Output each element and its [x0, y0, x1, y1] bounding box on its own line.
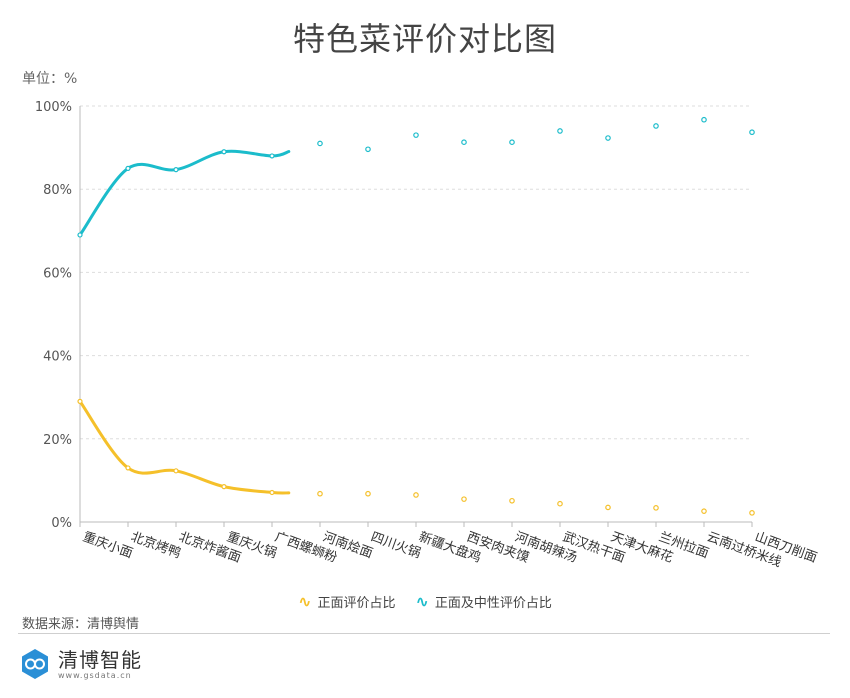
- data-point-series-0: [173, 468, 179, 474]
- legend-label-positive: 正面评价占比: [317, 596, 396, 611]
- legend-swatch-positive: ∿: [298, 591, 312, 611]
- data-point-series-1: [605, 135, 611, 141]
- data-point-series-0: [413, 492, 419, 498]
- data-point-series-1: [269, 153, 275, 159]
- y-tick-label: 0%: [51, 516, 72, 531]
- data-point-series-0: [269, 489, 275, 496]
- data-point-series-0: [77, 398, 83, 404]
- brand-name: 清博智能: [58, 647, 142, 672]
- legend-item-positive[interactable]: ∿ 正面评价占比: [298, 592, 395, 611]
- series-line-1: [78, 149, 291, 237]
- y-tick-label: 80%: [43, 183, 72, 198]
- data-point-series-1: [173, 167, 179, 173]
- y-tick-label: 100%: [35, 100, 72, 115]
- data-point-series-0: [317, 490, 323, 497]
- y-tick-label: 20%: [43, 433, 72, 448]
- brand-url: www.gsdata.cn: [58, 670, 132, 680]
- x-tick-label: 重庆小面: [81, 529, 135, 562]
- brand-logo: 清博智能 www.gsdata.cn: [20, 648, 142, 680]
- chart-title: 特色菜评价对比图: [292, 20, 557, 58]
- legend-swatch-positive-neutral: ∿: [415, 591, 429, 611]
- x-tick-label: 四川火锅: [369, 529, 423, 562]
- legend-item-positive-neutral[interactable]: ∿ 正面及中性评价占比: [416, 592, 552, 611]
- data-point-series-1: [653, 123, 659, 129]
- unit-label: 单位：%: [22, 71, 78, 87]
- data-point-series-1: [701, 116, 707, 123]
- data-point-series-1: [77, 232, 83, 238]
- data-point-series-0: [125, 465, 131, 471]
- data-point-series-1: [317, 140, 323, 147]
- data-point-series-1: [365, 146, 371, 153]
- data-point-series-1: [509, 139, 515, 145]
- data-point-series-0: [605, 504, 611, 511]
- data-point-series-1: [221, 149, 227, 155]
- line-chart: 0%20%40%60%80%100%重庆小面北京烤鸭北京炸酱面重庆火锅广西螺蛳粉…: [35, 100, 819, 570]
- data-point-series-0: [557, 500, 563, 507]
- data-point-series-0: [461, 496, 467, 502]
- data-point-series-0: [653, 505, 659, 511]
- x-tick-label: 北京烤鸭: [129, 530, 183, 562]
- footer-divider: [18, 633, 830, 634]
- chart-legend: ∿ 正面评价占比 ∿ 正面及中性评价占比: [0, 592, 850, 611]
- data-point-series-1: [125, 165, 131, 171]
- data-point-series-0: [365, 490, 371, 497]
- data-point-series-1: [461, 139, 467, 145]
- data-point-series-1: [413, 132, 419, 138]
- data-point-series-0: [749, 510, 755, 516]
- series-line-0: [78, 399, 291, 495]
- y-tick-label: 60%: [43, 266, 72, 281]
- data-point-series-0: [509, 497, 515, 504]
- brand-hexagon-icon: [22, 649, 48, 679]
- data-point-series-1: [749, 129, 755, 136]
- data-source: 数据来源：清博舆情: [22, 617, 140, 632]
- data-point-series-0: [701, 508, 707, 514]
- data-point-series-0: [221, 484, 227, 490]
- legend-label-positive-neutral: 正面及中性评价占比: [434, 596, 552, 611]
- y-tick-label: 40%: [43, 350, 72, 365]
- data-point-series-1: [557, 128, 563, 134]
